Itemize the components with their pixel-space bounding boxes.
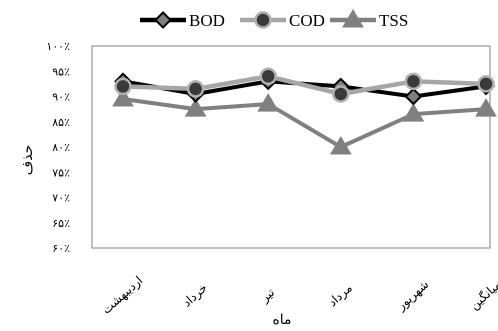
legend-label: BOD (189, 11, 225, 30)
y-tick-label: ۸۰٪ (52, 141, 70, 154)
legend-item-tss: TSS (330, 10, 408, 30)
x-axis-label: ماه (272, 312, 291, 328)
data-point (116, 79, 131, 94)
x-tick-label: اردیبهشت (99, 273, 146, 317)
x-tick-label: مرداد (325, 281, 355, 310)
series-layer (113, 69, 496, 154)
y-tick-label: ۷۵٪ (52, 166, 70, 179)
y-tick-label: ۶۵٪ (52, 217, 70, 230)
data-point (333, 86, 348, 101)
legend-marker (256, 13, 271, 28)
y-axis-label: حذف (20, 145, 36, 176)
x-tick-label: تیر (257, 285, 278, 306)
legend-label: COD (289, 11, 325, 30)
series-tss (113, 89, 496, 154)
data-point (188, 81, 203, 96)
legend-item-cod: COD (240, 11, 325, 30)
plot-area (92, 46, 490, 248)
legend-marker (156, 13, 171, 28)
plot-border (92, 46, 490, 248)
x-tick-label: میانگین (467, 278, 498, 314)
series-cod (116, 69, 494, 102)
y-tick-label: ۹۵٪ (52, 65, 70, 78)
y-tick-label: ۸۵٪ (52, 116, 70, 129)
y-tick-label: ۹۰٪ (52, 91, 70, 104)
x-tick-label: خرداد (180, 280, 211, 310)
series-line (123, 99, 486, 147)
x-axis: اردیبهشت خرداد تیر مرداد شهریور میانگین (99, 273, 498, 317)
y-axis: ۶۰٪ ۶۵٪ ۷۰٪ ۷۵٪ ۸۰٪ ۸۵٪ ۹۰٪ ۹۵٪ ۱۰۰٪ (46, 40, 70, 255)
legend-item-bod: BOD (140, 11, 225, 30)
data-point (406, 89, 421, 104)
legend: BOD COD TSS (140, 10, 408, 30)
y-tick-label: ۶۰٪ (52, 242, 70, 255)
legend-label: TSS (379, 11, 408, 30)
data-point (406, 74, 421, 89)
data-point (479, 76, 494, 91)
x-tick-label: شهریور (393, 277, 432, 314)
y-tick-label: ۷۰٪ (52, 192, 70, 205)
data-point (261, 69, 276, 84)
y-tick-label: ۱۰۰٪ (46, 40, 70, 53)
